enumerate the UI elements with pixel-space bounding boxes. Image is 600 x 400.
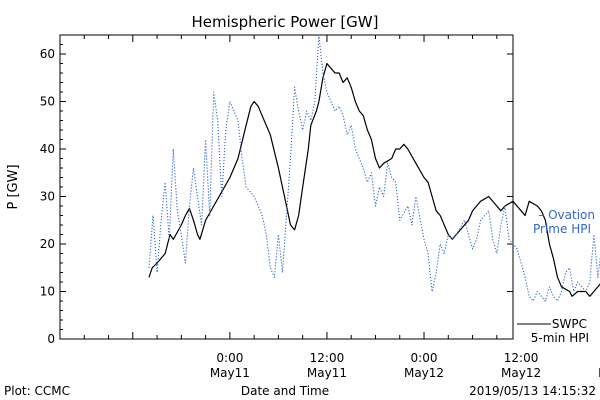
series-swpc-line [148, 62, 600, 297]
x-tick-label-time: 0:00 [216, 351, 243, 365]
legend-ovation-prime: – Ovation Prime HPI [533, 208, 595, 236]
series-layer [148, 34, 600, 302]
plot-credit: Plot: CCMC [4, 384, 70, 398]
plot-frame [59, 34, 514, 340]
legend-ovation-line1: – Ovation [538, 208, 595, 222]
x-axis-label: Date and Time [241, 384, 329, 398]
y-axis-label: P [GW] [6, 164, 21, 209]
y-tick-label: 30 [40, 190, 55, 204]
x-tick-label-time: 12:00 [310, 351, 345, 365]
y-axis: 0 10 20 30 40 50 60 [40, 34, 513, 346]
y-tick-label: 50 [40, 95, 55, 109]
x-tick-label-date: May11 [307, 366, 347, 380]
chart-title: Hemispheric Power [GW] [192, 13, 379, 31]
x-tick-label-date: May12 [404, 366, 444, 380]
series-ovation-line [148, 34, 600, 302]
y-tick-label: 20 [40, 237, 55, 251]
x-tick-label-time: 0:00 [411, 351, 438, 365]
y-tick-label: 10 [40, 285, 55, 299]
x-tick-label-time: 12:00 [504, 351, 539, 365]
x-tick-label-date: May12 [501, 366, 541, 380]
legend-swpc: SWPC 5-min HPI [517, 317, 589, 345]
y-tick-label: 0 [47, 332, 55, 346]
x-axis: 0:00May1112:00May110:00May1212:00May120:… [83, 35, 600, 380]
y-tick-label: 40 [40, 142, 55, 156]
plot-timestamp: 2019/05/13 14:15:32 [469, 384, 596, 398]
legend-swpc-line1: SWPC [552, 317, 587, 331]
y-tick-label: 60 [40, 47, 55, 61]
x-tick-label-date: May13 [598, 366, 600, 380]
legend-ovation-line2: Prime HPI [533, 222, 591, 236]
legend-swpc-line2: 5-min HPI [531, 331, 589, 345]
x-tick-label-date: May11 [210, 366, 250, 380]
